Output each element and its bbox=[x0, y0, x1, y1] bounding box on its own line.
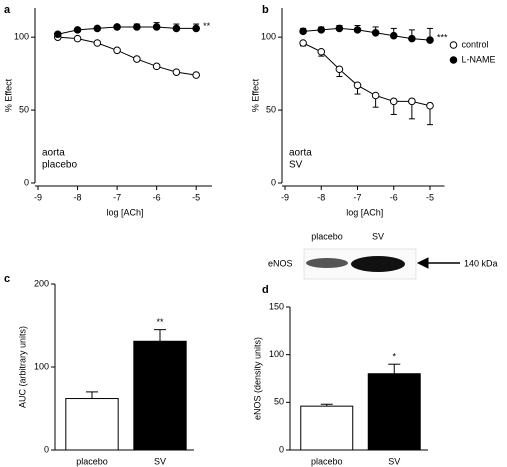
marker bbox=[408, 34, 416, 43]
y-tick-label: 0 bbox=[271, 177, 276, 187]
panel-label: a bbox=[4, 4, 11, 16]
marker bbox=[133, 55, 141, 63]
x-tick-label: -5 bbox=[426, 192, 434, 202]
panel-note: aorta bbox=[42, 148, 65, 159]
significance: * bbox=[392, 352, 396, 362]
marker bbox=[317, 47, 326, 56]
western-blot: placebo SV eNOS 140 kDa bbox=[268, 231, 498, 280]
x-axis-label: log [ACh] bbox=[106, 207, 143, 217]
marker bbox=[426, 101, 434, 110]
bar bbox=[65, 398, 119, 451]
x-tick-label: -5 bbox=[192, 192, 200, 202]
bar bbox=[367, 373, 421, 451]
marker bbox=[371, 91, 380, 100]
marker-label: 140 kDa bbox=[464, 258, 498, 268]
y-tick-label: 200 bbox=[34, 278, 49, 288]
marker bbox=[192, 24, 200, 33]
significance: ** bbox=[156, 317, 164, 327]
marker bbox=[113, 23, 121, 31]
significance: *** bbox=[437, 32, 448, 42]
panel-label: b bbox=[262, 4, 269, 16]
marker bbox=[192, 71, 200, 79]
marker bbox=[152, 62, 161, 71]
marker bbox=[353, 26, 362, 34]
legend-marker bbox=[449, 41, 458, 49]
x-tick-label: -9 bbox=[34, 192, 42, 202]
marker bbox=[53, 30, 62, 39]
blot-band bbox=[306, 258, 348, 268]
y-tick-label: 100 bbox=[261, 32, 276, 42]
x-tick-label: -7 bbox=[353, 192, 361, 202]
marker bbox=[353, 81, 362, 90]
y-tick-label: 50 bbox=[19, 104, 29, 114]
marker bbox=[317, 26, 326, 34]
marker bbox=[335, 24, 344, 33]
bar bbox=[133, 340, 187, 451]
marker bbox=[73, 34, 82, 43]
lane-label: SV bbox=[372, 231, 384, 241]
y-tick-label: 150 bbox=[269, 301, 284, 311]
y-tick-label: 50 bbox=[266, 104, 276, 114]
marker bbox=[152, 23, 161, 31]
significance: ** bbox=[203, 21, 211, 31]
x-tick-label: -6 bbox=[390, 192, 398, 202]
y-axis-label: AUC (arbitrary units) bbox=[17, 326, 27, 408]
x-tick-label: placebo bbox=[311, 456, 343, 466]
x-tick-label: -6 bbox=[153, 192, 161, 202]
x-tick-label: -8 bbox=[74, 192, 82, 202]
marker bbox=[371, 28, 380, 37]
panel-note: aorta bbox=[289, 148, 312, 159]
lane-label: placebo bbox=[311, 231, 343, 241]
marker bbox=[73, 26, 82, 34]
panel-label: c bbox=[4, 273, 10, 285]
arrow-head bbox=[416, 257, 429, 269]
marker bbox=[299, 39, 307, 47]
marker bbox=[172, 24, 181, 33]
y-tick-label: 100 bbox=[269, 349, 284, 359]
x-tick-label: SV bbox=[388, 456, 400, 466]
x-tick-label: -7 bbox=[113, 192, 121, 202]
y-tick-label: 100 bbox=[14, 32, 29, 42]
panel-note: placebo bbox=[42, 160, 77, 171]
marker bbox=[113, 46, 121, 55]
y-axis-label: eNOS (density units) bbox=[252, 337, 262, 420]
blot-band bbox=[351, 256, 405, 272]
legend-label: L-NAME bbox=[462, 54, 496, 64]
y-axis-label: % Effect bbox=[3, 78, 13, 112]
y-tick-label: 0 bbox=[24, 177, 29, 187]
protein-label: eNOS bbox=[268, 258, 293, 268]
marker bbox=[408, 97, 416, 106]
marker bbox=[133, 23, 141, 31]
marker bbox=[389, 31, 398, 40]
x-axis-label: log [ACh] bbox=[346, 207, 383, 217]
legend-label: control bbox=[462, 39, 489, 49]
marker bbox=[172, 68, 181, 76]
marker bbox=[93, 39, 102, 47]
x-tick-label: -8 bbox=[317, 192, 325, 202]
y-tick-label: 0 bbox=[44, 444, 49, 454]
y-axis-label: % Effect bbox=[250, 78, 260, 112]
y-tick-label: 100 bbox=[34, 361, 49, 371]
marker bbox=[426, 36, 434, 44]
bar bbox=[300, 405, 354, 451]
x-tick-label: SV bbox=[154, 456, 166, 466]
marker bbox=[389, 97, 398, 106]
marker bbox=[93, 24, 102, 33]
panel-note: SV bbox=[289, 160, 303, 171]
marker bbox=[335, 65, 344, 74]
legend-marker bbox=[449, 56, 458, 64]
y-tick-label: 50 bbox=[274, 397, 284, 407]
marker bbox=[299, 27, 307, 36]
y-tick-label: 0 bbox=[279, 444, 284, 454]
panel-label: d bbox=[262, 284, 269, 296]
x-tick-label: placebo bbox=[76, 456, 108, 466]
x-tick-label: -9 bbox=[281, 192, 289, 202]
